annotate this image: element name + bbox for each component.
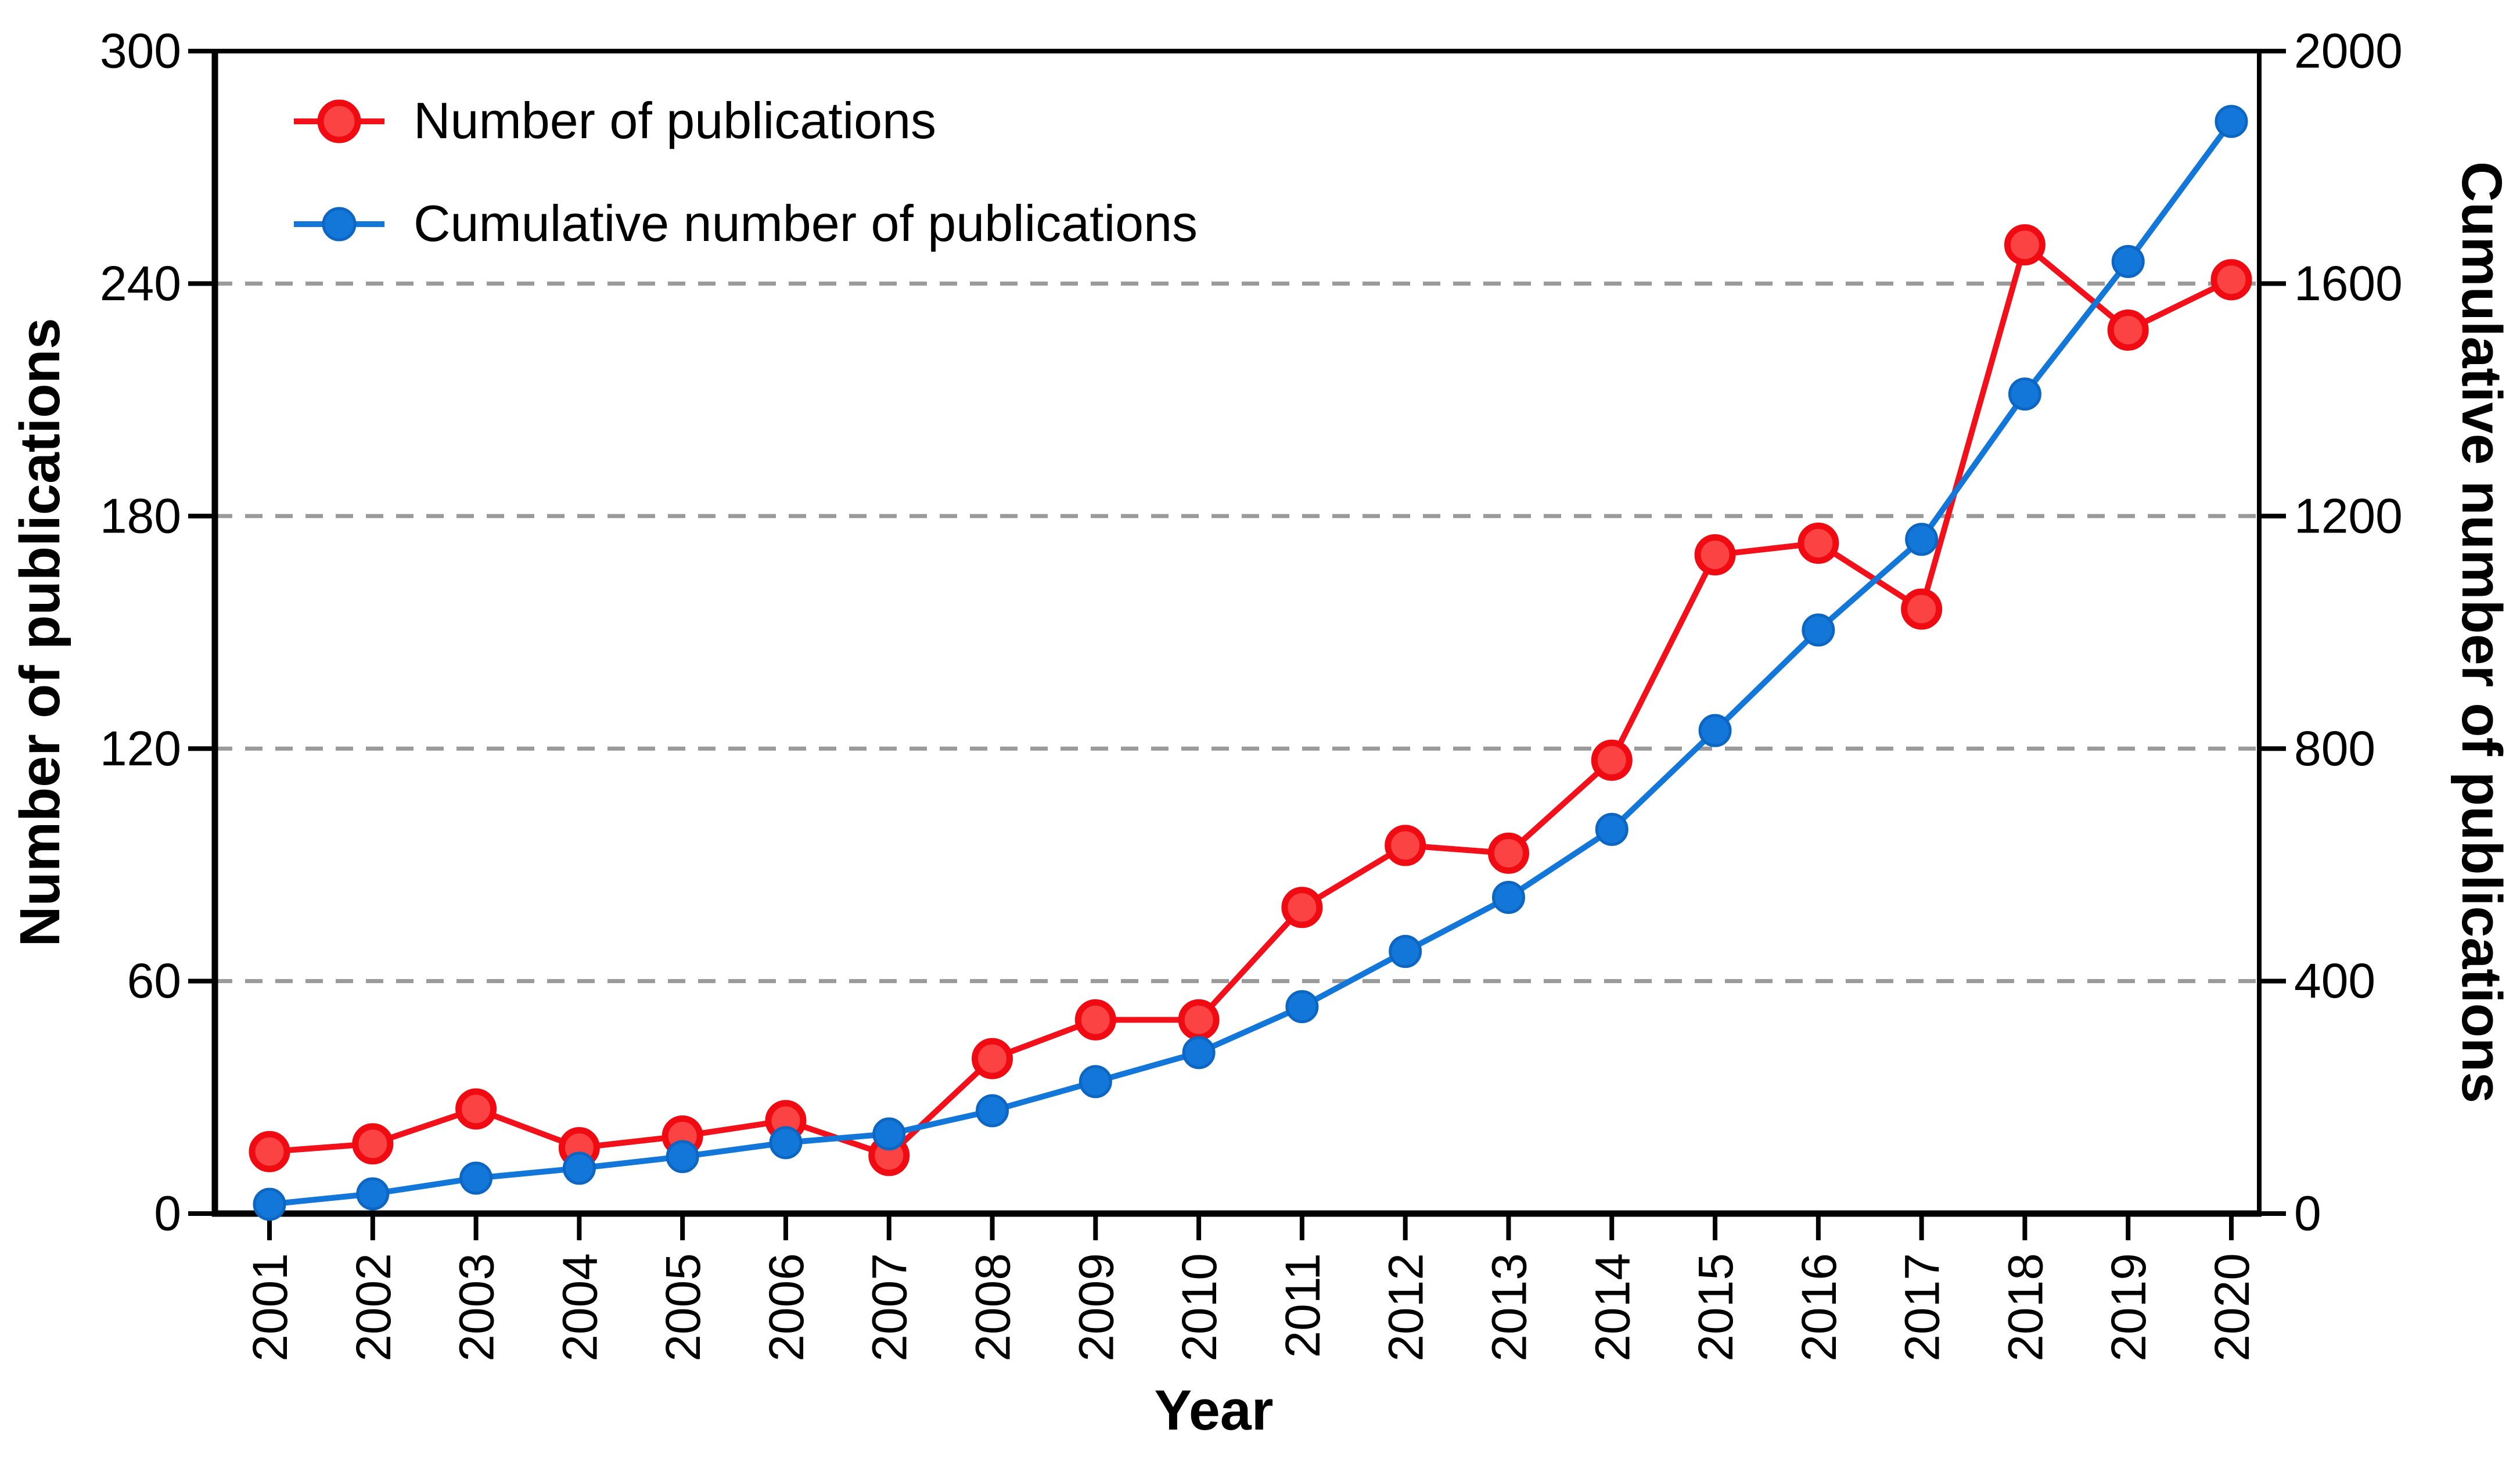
point-blue-2014	[1595, 812, 1629, 846]
right-tick-label-0: 0	[2294, 1186, 2321, 1241]
point-red-2015	[1694, 534, 1736, 576]
point-blue-2018	[2008, 377, 2041, 411]
point-red-2016	[1798, 523, 1839, 564]
legend-blue-marker-icon	[322, 207, 357, 242]
series-blue	[253, 105, 2248, 1221]
axis-ticks-layer	[188, 49, 2286, 1240]
point-blue-2004	[562, 1151, 596, 1185]
point-red-2018	[2004, 224, 2046, 266]
legend-item-publications: Number of publications	[294, 92, 936, 149]
left-tick-label-180: 180	[100, 488, 181, 543]
left-axis-title: Number of publications	[8, 318, 71, 946]
point-blue-2012	[1389, 935, 1422, 969]
right-axis-title: Cumulative number of publications	[2450, 161, 2514, 1103]
point-blue-2001	[253, 1187, 286, 1221]
point-blue-2020	[2215, 105, 2248, 138]
point-red-2008	[972, 1038, 1013, 1079]
point-blue-2003	[459, 1161, 493, 1195]
point-blue-2017	[1905, 523, 1939, 556]
gridlines-layer	[215, 281, 2259, 984]
point-red-2012	[1385, 825, 1426, 866]
left-tick-label-240: 240	[100, 256, 181, 311]
x-tick-label-2007: 2007	[862, 1253, 917, 1362]
point-blue-2011	[1285, 990, 1319, 1024]
point-red-2003	[455, 1088, 497, 1130]
point-blue-2005	[666, 1140, 699, 1174]
point-red-2009	[1074, 999, 1116, 1041]
point-blue-2010	[1182, 1036, 1216, 1070]
x-tick-label-2011: 2011	[1275, 1253, 1330, 1358]
right-tick-label-800: 800	[2294, 721, 2375, 776]
x-tick-label-2010: 2010	[1172, 1253, 1227, 1362]
x-tick-label-2016: 2016	[1792, 1253, 1846, 1362]
point-red-2017	[1901, 588, 1943, 630]
tick-labels-layer: 0 60 120 180 240 300 0 400 800 1200 1600 2000 2001 20…	[100, 24, 2403, 1362]
point-red-2011	[1281, 887, 1323, 928]
legend-item-cumulative: Cumulative number of publications	[294, 195, 1198, 252]
x-tick-label-2012: 2012	[1379, 1253, 1433, 1362]
left-tick-label-300: 300	[100, 24, 181, 78]
x-tick-label-2019: 2019	[2101, 1253, 2156, 1362]
left-tick-label-0: 0	[154, 1186, 181, 1241]
x-tick-label-2014: 2014	[1585, 1253, 1640, 1362]
legend-red-marker-icon	[317, 99, 361, 143]
legend: Number of publications Cumulative number…	[294, 92, 1198, 252]
point-red-2019	[2107, 309, 2149, 351]
right-tick-label-400: 400	[2294, 953, 2375, 1008]
series-red-line	[269, 242, 2233, 1158]
x-tick-label-2008: 2008	[966, 1253, 1020, 1362]
x-tick-label-2002: 2002	[346, 1253, 401, 1362]
x-tick-label-2020: 2020	[2205, 1253, 2259, 1362]
x-axis-title: Year	[1155, 1378, 1274, 1442]
point-red-2010	[1178, 999, 1220, 1041]
series-layer	[249, 105, 2252, 1221]
point-blue-2008	[976, 1094, 1009, 1128]
x-tick-label-2005: 2005	[656, 1253, 710, 1362]
series-blue-line	[269, 120, 2234, 1207]
x-tick-label-2009: 2009	[1069, 1253, 1123, 1362]
point-blue-2002	[356, 1177, 390, 1211]
right-tick-label-1600: 1600	[2294, 256, 2403, 311]
point-red-2020	[2210, 259, 2252, 301]
legend-label-cumulative: Cumulative number of publications	[414, 195, 1198, 252]
x-tick-label-2017: 2017	[1895, 1253, 1950, 1362]
x-tick-label-2003: 2003	[450, 1253, 504, 1362]
point-blue-2019	[2111, 244, 2145, 278]
x-tick-label-2013: 2013	[1482, 1253, 1536, 1362]
left-tick-label-120: 120	[100, 721, 181, 776]
x-tick-label-2006: 2006	[759, 1253, 814, 1362]
x-tick-label-2001: 2001	[243, 1253, 297, 1362]
point-blue-2009	[1079, 1065, 1112, 1099]
left-tick-label-60: 60	[127, 953, 181, 1008]
point-blue-2016	[1802, 613, 1835, 647]
point-blue-2007	[872, 1117, 906, 1151]
point-red-2014	[1591, 739, 1633, 781]
right-tick-label-1200: 1200	[2294, 488, 2403, 543]
point-blue-2013	[1491, 880, 1525, 914]
point-red-2001	[249, 1131, 290, 1172]
legend-label-publications: Number of publications	[414, 92, 936, 149]
right-tick-label-2000: 2000	[2294, 24, 2403, 78]
x-tick-label-2004: 2004	[552, 1253, 607, 1362]
series-red	[249, 224, 2252, 1176]
point-red-2013	[1487, 832, 1529, 874]
x-tick-label-2015: 2015	[1688, 1253, 1743, 1362]
point-blue-2015	[1698, 714, 1732, 747]
x-tick-label-2018: 2018	[1998, 1253, 2052, 1362]
point-red-2002	[352, 1123, 394, 1165]
point-blue-2006	[769, 1126, 803, 1160]
